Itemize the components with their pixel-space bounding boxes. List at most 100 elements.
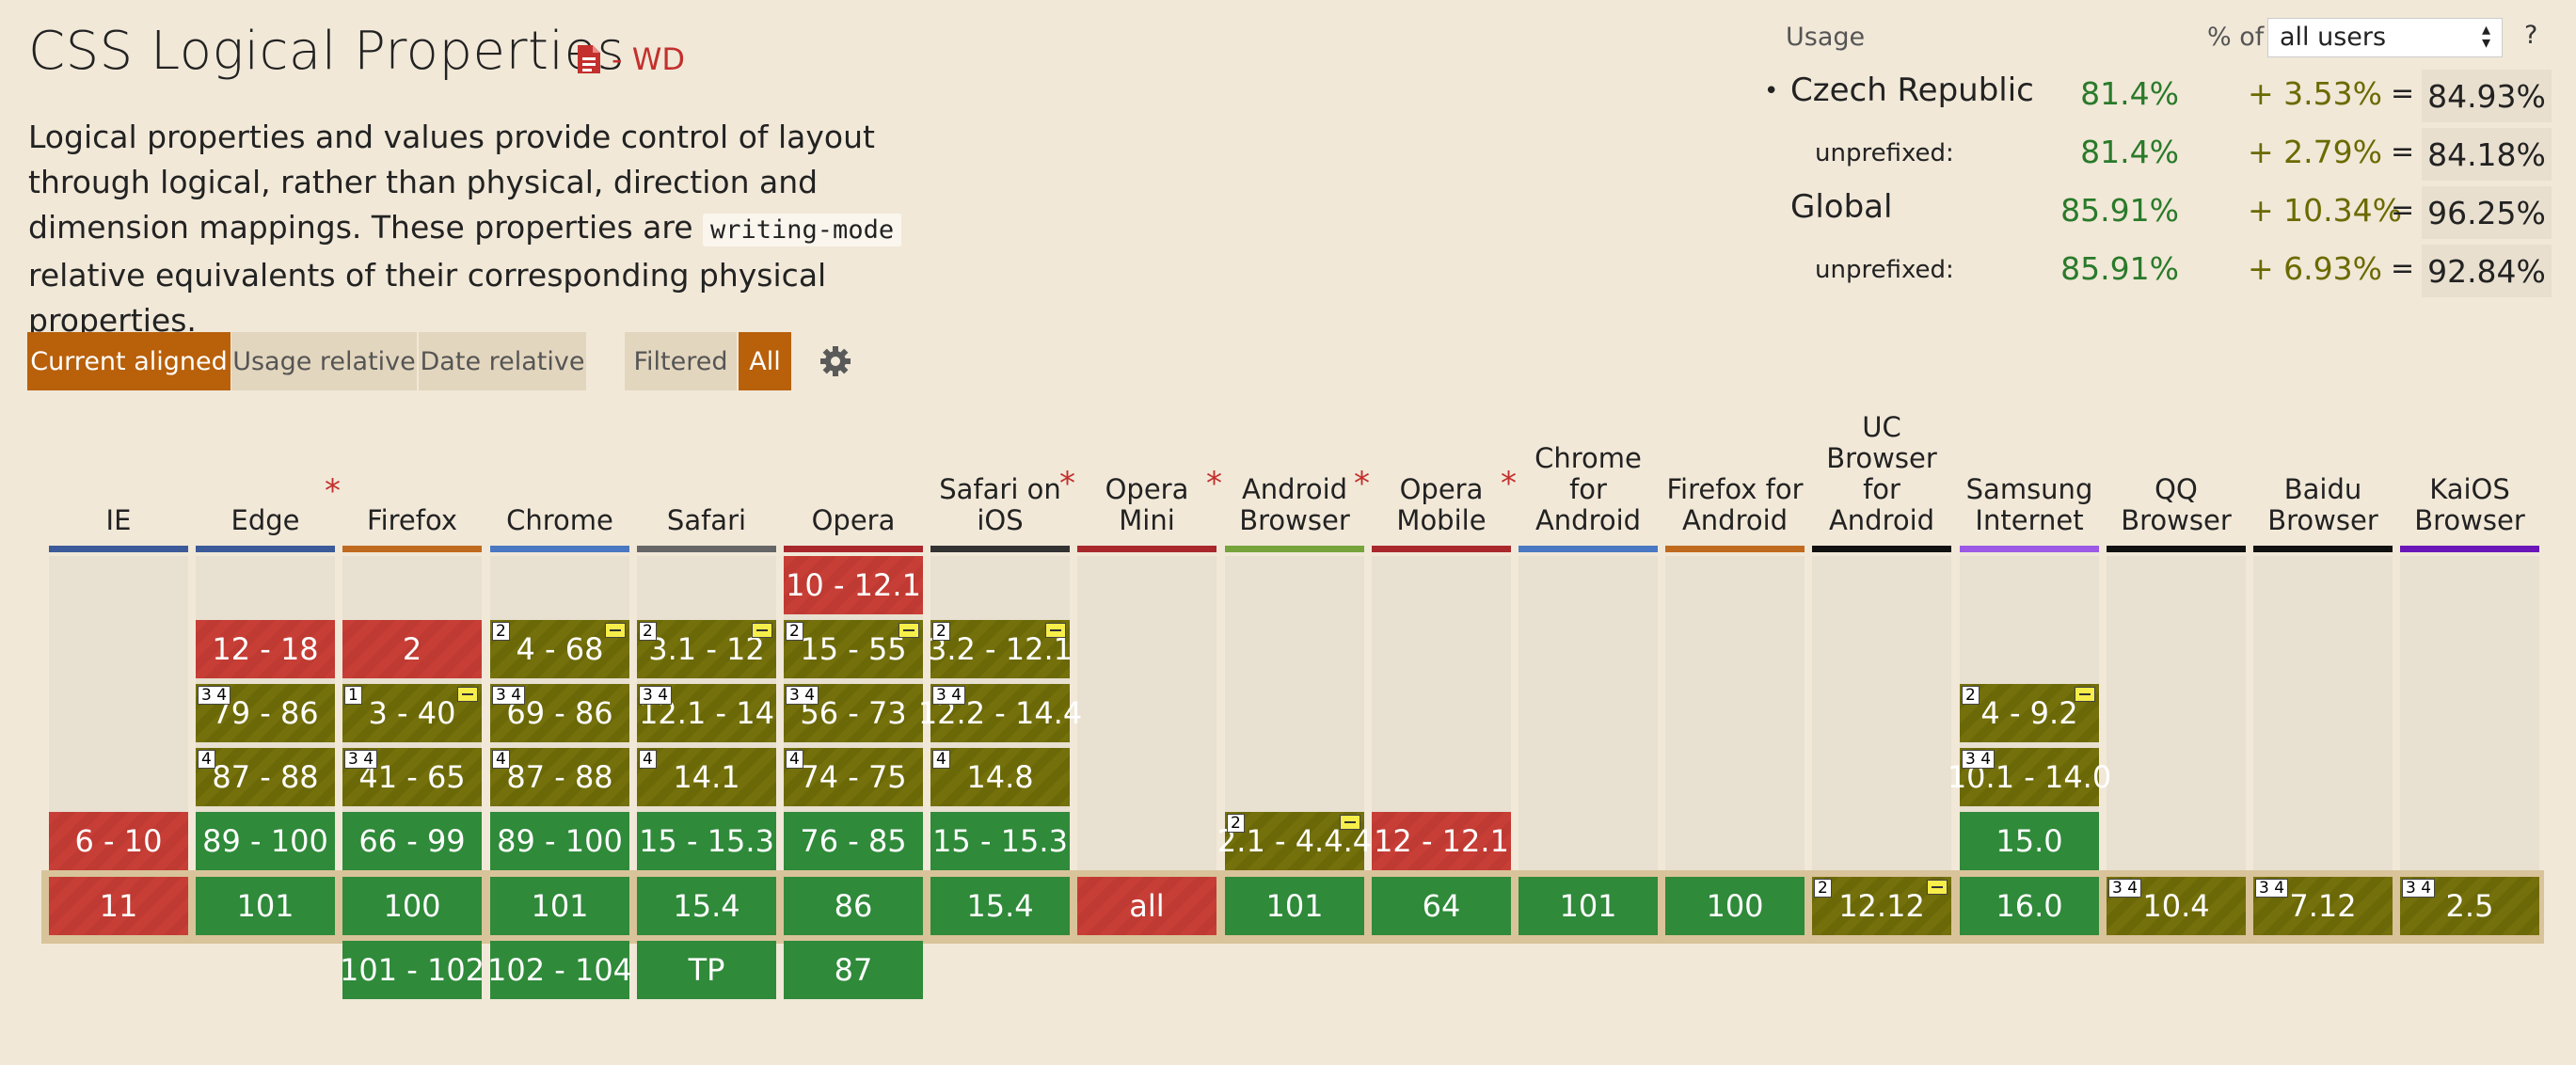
- support-cell[interactable]: 15 - 15.3: [637, 812, 776, 870]
- browser-color-bar: [1519, 546, 1658, 552]
- support-cell[interactable]: 12.2 - 14.4 3 4: [918, 684, 1082, 742]
- version-range: 101: [236, 888, 294, 924]
- usage-region-name: Czech Republic: [1790, 72, 2034, 109]
- browser-header-opera-mobile[interactable]: Opera Mobile *: [1368, 395, 1517, 536]
- browser-header-opera[interactable]: Opera: [780, 395, 927, 536]
- support-cell[interactable]: 10.4 3 4: [2107, 877, 2246, 935]
- browser-header-android-browser[interactable]: Android Browser *: [1221, 395, 1370, 536]
- version-range: 87 - 88: [212, 759, 319, 795]
- support-cell[interactable]: 2.1 - 4.4.4 2: [1217, 812, 1372, 870]
- support-cell[interactable]: TP: [637, 941, 776, 999]
- usage-relative-button[interactable]: Usage relative: [231, 332, 417, 390]
- browser-header-samsung-internet[interactable]: Samsung Internet: [1956, 395, 2103, 536]
- usage-scope-select[interactable]: all users ▴ ▾: [2267, 18, 2503, 57]
- current-aligned-button[interactable]: Current aligned: [27, 332, 231, 390]
- support-cell[interactable]: 101: [490, 877, 629, 935]
- support-cell[interactable]: 100: [342, 877, 482, 935]
- version-range: 86: [834, 888, 873, 924]
- support-cell[interactable]: 15.4: [637, 877, 776, 935]
- browser-header-chrome[interactable]: Chrome: [486, 395, 633, 536]
- support-cell[interactable]: 2: [342, 620, 482, 678]
- column-background: [2400, 556, 2539, 870]
- support-cell[interactable]: 16.0: [1960, 877, 2099, 935]
- support-cell[interactable]: 15.4: [930, 877, 1070, 935]
- support-cell[interactable]: 101: [196, 877, 335, 935]
- browser-header-chrome-for-android[interactable]: Chrome for Android: [1515, 395, 1662, 536]
- support-cell[interactable]: 6 - 10: [49, 812, 188, 870]
- description-text: Logical properties and values provide co…: [28, 119, 875, 246]
- spec-status[interactable]: - WD: [576, 41, 685, 77]
- support-cell[interactable]: 101: [1519, 877, 1658, 935]
- note-ref: 3 4: [639, 686, 673, 705]
- browser-header-ie[interactable]: IE: [45, 395, 192, 536]
- support-cell[interactable]: 79 - 86 3 4: [196, 684, 335, 742]
- browser-header-firefox[interactable]: Firefox: [339, 395, 485, 536]
- support-cell[interactable]: 7.12 3 4: [2253, 877, 2393, 935]
- browser-header-edge[interactable]: Edge *: [192, 395, 342, 536]
- support-cell[interactable]: 3.2 - 12.1 2: [928, 620, 1073, 678]
- support-cell[interactable]: 64: [1372, 877, 1511, 935]
- browser-header-firefox-for-android[interactable]: Firefox for Android: [1662, 395, 1808, 536]
- note-ref: 4: [639, 750, 657, 769]
- support-cell[interactable]: 69 - 86 3 4: [490, 684, 629, 742]
- support-cell[interactable]: 56 - 73 3 4: [784, 684, 923, 742]
- browser-header-baidu-browser[interactable]: Baidu Browser: [2250, 395, 2396, 536]
- date-relative-button[interactable]: Date relative: [419, 332, 586, 390]
- support-cell[interactable]: 12 - 18: [196, 620, 335, 678]
- version-range: 66 - 99: [358, 823, 466, 859]
- usage-supported: 85.91%: [2060, 192, 2179, 229]
- support-cell[interactable]: 66 - 99: [342, 812, 482, 870]
- support-cell[interactable]: 86: [784, 877, 923, 935]
- support-cell[interactable]: 2.5 3 4: [2400, 877, 2539, 935]
- support-cell[interactable]: 102 - 104: [487, 941, 632, 999]
- browser-header-kaios-browser[interactable]: KaiOS Browser: [2396, 395, 2543, 536]
- support-cell[interactable]: all: [1077, 877, 1216, 935]
- browser-header-qq-browser[interactable]: QQ Browser: [2103, 395, 2250, 536]
- help-link[interactable]: ?: [2524, 21, 2538, 50]
- support-cell[interactable]: 89 - 100: [490, 812, 629, 870]
- support-cell[interactable]: 12.1 - 14 3 4: [637, 684, 776, 742]
- version-range: 7.12: [2289, 888, 2357, 924]
- support-cell[interactable]: 14.1 4: [637, 748, 776, 806]
- support-cell[interactable]: 12 - 12.1: [1372, 812, 1511, 870]
- gear-icon[interactable]: [819, 344, 852, 378]
- support-cell[interactable]: 11: [49, 877, 188, 935]
- support-cell[interactable]: 4 - 68 2: [490, 620, 629, 678]
- support-cell[interactable]: 101: [1225, 877, 1364, 935]
- usage-partial: + 10.34%: [2248, 192, 2402, 229]
- support-cell[interactable]: 87 - 88 4: [490, 748, 629, 806]
- version-range: TP: [688, 952, 725, 988]
- column-background: [1519, 556, 1658, 870]
- browser-color-bar: [490, 546, 629, 552]
- browser-header-opera-mini[interactable]: Opera Mini *: [1073, 395, 1222, 536]
- support-cell[interactable]: 3.1 - 12 2: [637, 620, 776, 678]
- support-cell[interactable]: 100: [1665, 877, 1805, 935]
- browser-header-uc-browser-for-android[interactable]: UC Browser for Android: [1808, 395, 1955, 536]
- support-cell[interactable]: 101 - 102: [340, 941, 485, 999]
- support-cell[interactable]: 15.0: [1960, 812, 2099, 870]
- browser-header-safari-on-ios[interactable]: Safari on iOS *: [927, 395, 1075, 536]
- browser-header-safari[interactable]: Safari: [633, 395, 780, 536]
- support-cell[interactable]: 89 - 100: [196, 812, 335, 870]
- support-cell[interactable]: 87: [784, 941, 923, 999]
- prefix-flag-icon: [2075, 687, 2095, 702]
- support-cell[interactable]: 87 - 88 4: [196, 748, 335, 806]
- all-button[interactable]: All: [739, 332, 791, 390]
- note-ref: 3 4: [2402, 879, 2436, 898]
- support-cell[interactable]: 76 - 85: [784, 812, 923, 870]
- support-cell[interactable]: 3 - 40 1: [342, 684, 482, 742]
- support-cell[interactable]: 10 - 12.1: [784, 556, 923, 614]
- support-cell[interactable]: 15 - 55 2: [784, 620, 923, 678]
- version-range: 101: [1559, 888, 1617, 924]
- support-cell[interactable]: 4 - 9.2 2: [1960, 684, 2099, 742]
- support-cell[interactable]: 74 - 75 4: [784, 748, 923, 806]
- support-cell[interactable]: 10.1 - 14.0 3 4: [1948, 748, 2111, 806]
- support-cell[interactable]: 14.8 4: [930, 748, 1070, 806]
- usage-equals: =: [2391, 135, 2415, 168]
- browser-name: IE: [105, 504, 132, 536]
- usage-region-name: Global: [1790, 188, 1893, 226]
- filtered-button[interactable]: Filtered: [625, 332, 737, 390]
- support-cell[interactable]: 15 - 15.3: [930, 812, 1070, 870]
- support-cell[interactable]: 41 - 65 3 4: [342, 748, 482, 806]
- support-cell[interactable]: 12.12 2: [1812, 877, 1951, 935]
